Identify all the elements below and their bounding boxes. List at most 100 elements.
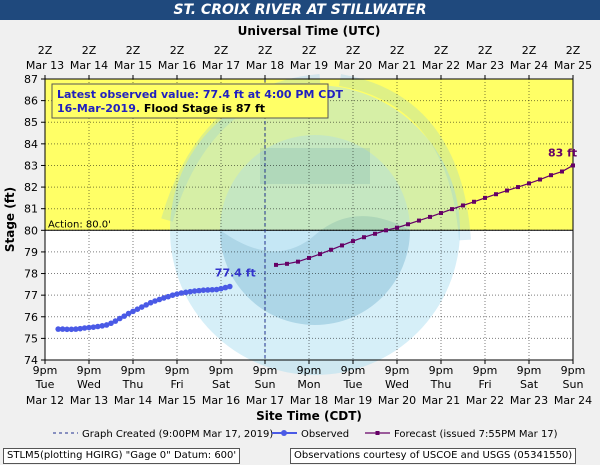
- forecast-point: [549, 173, 553, 178]
- observed-point: [73, 326, 79, 332]
- top-tick-label-time: 2Z: [214, 44, 229, 57]
- top-tick-label-date: Mar 18: [246, 59, 284, 72]
- forecast-point: [428, 214, 432, 219]
- y-tick-label: 79: [24, 246, 38, 259]
- noaa-emblem-wave: [220, 216, 410, 325]
- top-tick-label-date: Mar 21: [378, 59, 416, 72]
- forecast-point: [439, 211, 443, 216]
- x-tick-label-day: Sun: [255, 378, 276, 391]
- observed-point: [227, 283, 233, 290]
- x-tick-label-day: Sun: [563, 378, 584, 391]
- y-tick-label: 85: [24, 116, 38, 129]
- hydrograph-chart: Action: 80.0' 74 75 76 77 78 79 80 81 82 83 84 85 86 8…: [3, 24, 592, 440]
- x-tick-label-time: 9pm: [297, 364, 322, 377]
- observed-point: [139, 304, 145, 310]
- forecast-point: [494, 192, 498, 197]
- forecast-point: [516, 185, 520, 190]
- x-tick-label-date: Mar 17: [246, 394, 284, 407]
- observed-point: [213, 286, 220, 293]
- x-tick-label-date: Mar 20: [378, 394, 416, 407]
- forecast-point: [472, 199, 476, 204]
- x-tick-label-date: Mar 21: [422, 394, 460, 407]
- observed-point: [209, 286, 215, 293]
- observed-point: [156, 296, 163, 303]
- observed-point: [86, 324, 92, 331]
- x-tick-label-time: 9pm: [33, 364, 58, 377]
- forecast-point: [274, 262, 278, 267]
- observed-point: [81, 325, 88, 331]
- observed-point: [68, 326, 75, 333]
- forecast-point: [285, 261, 289, 266]
- observed-point: [191, 288, 198, 294]
- x-tick-label-date: Mar 14: [114, 394, 152, 407]
- x-tick-label-time: 9pm: [341, 364, 366, 377]
- forecast-point: [560, 169, 564, 174]
- top-tick-label-date: Mar 16: [158, 59, 196, 72]
- top-tick-label-date: Mar 22: [422, 59, 460, 72]
- top-tick-label-time: 2Z: [566, 44, 581, 57]
- forecast-point: [384, 228, 388, 233]
- legend-forecast-marker: [375, 431, 380, 435]
- top-tick-label-time: 2Z: [82, 44, 97, 57]
- y-tick-label: 87: [24, 73, 38, 86]
- observed-point: [165, 293, 171, 300]
- x-tick-label-time: 9pm: [385, 364, 410, 377]
- observed-point: [143, 302, 149, 308]
- top-tick-label-date: Mar 24: [510, 59, 548, 72]
- top-tick-label-date: Mar 20: [334, 59, 372, 72]
- y-tick-label: 81: [24, 203, 38, 216]
- x-tick-label-day: Sat: [212, 378, 231, 391]
- observed-point: [183, 289, 189, 296]
- x-axis-label-bottom: Site Time (CDT): [256, 409, 362, 423]
- observed-point: [64, 326, 70, 333]
- observed-point: [161, 295, 167, 301]
- observed-point: [117, 315, 123, 322]
- observed-point: [108, 320, 114, 327]
- x-tick-label-time: 9pm: [429, 364, 454, 377]
- y-tick-label: 84: [24, 138, 38, 151]
- observed-point: [99, 323, 105, 329]
- x-tick-label-date: Mar 23: [510, 394, 548, 407]
- observed-point: [178, 290, 185, 296]
- observed-point: [218, 285, 224, 292]
- forecast-point: [395, 225, 399, 230]
- observed-point: [147, 299, 154, 306]
- x-tick-label-time: 9pm: [517, 364, 542, 377]
- datum-note: STLM5(plotting HGIRG) "Gage 0" Datum: 60…: [3, 448, 241, 464]
- observed-point: [134, 306, 141, 313]
- x-tick-label-date: Mar 18: [290, 394, 328, 407]
- top-tick-label-date: Mar 14: [70, 59, 108, 72]
- x-tick-label-time: 9pm: [165, 364, 190, 377]
- latest-observed-date: 16-Mar-2019.: [57, 102, 140, 115]
- forecast-point: [571, 163, 575, 168]
- latest-observed-date-line: 16-Mar-2019. Flood Stage is 87 ft: [57, 102, 265, 115]
- x-tick-label-date: Mar 12: [26, 394, 64, 407]
- observed-point: [200, 287, 207, 293]
- y-tick-label: 74: [24, 354, 38, 367]
- observed-point: [222, 284, 229, 291]
- observed-point: [174, 291, 180, 297]
- forecast-point: [527, 181, 531, 186]
- observed-point: [187, 288, 193, 295]
- top-tick-label-date: Mar 15: [114, 59, 152, 72]
- observed-point: [55, 326, 61, 332]
- top-tick-label-date: Mar 13: [26, 59, 64, 72]
- x-tick-label-day: Thu: [430, 378, 452, 391]
- action-stage-label: Action: 80.0': [48, 219, 111, 230]
- x-tick-label-date: Mar 22: [466, 394, 504, 407]
- legend-graph-created-label: Graph Created (9:00PM Mar 17, 2019): [82, 429, 273, 440]
- legend-observed-label: Observed: [301, 429, 349, 440]
- forecast-point: [373, 231, 377, 236]
- x-tick-label-date: Mar 16: [202, 394, 240, 407]
- latest-observed-box: [51, 83, 329, 119]
- legend-forecast-label: Forecast (issued 7:55PM Mar 17): [394, 429, 558, 440]
- forecast-point: [483, 195, 487, 200]
- top-tick-label-date: Mar 19: [290, 59, 328, 72]
- top-tick-label-date: Mar 17: [202, 59, 240, 72]
- y-tick-label: 78: [24, 268, 38, 281]
- observed-point: [169, 292, 176, 298]
- observed-point: [125, 310, 132, 317]
- observed-point: [130, 308, 136, 315]
- forecast-point: [538, 177, 542, 182]
- forecast-point: [318, 252, 322, 257]
